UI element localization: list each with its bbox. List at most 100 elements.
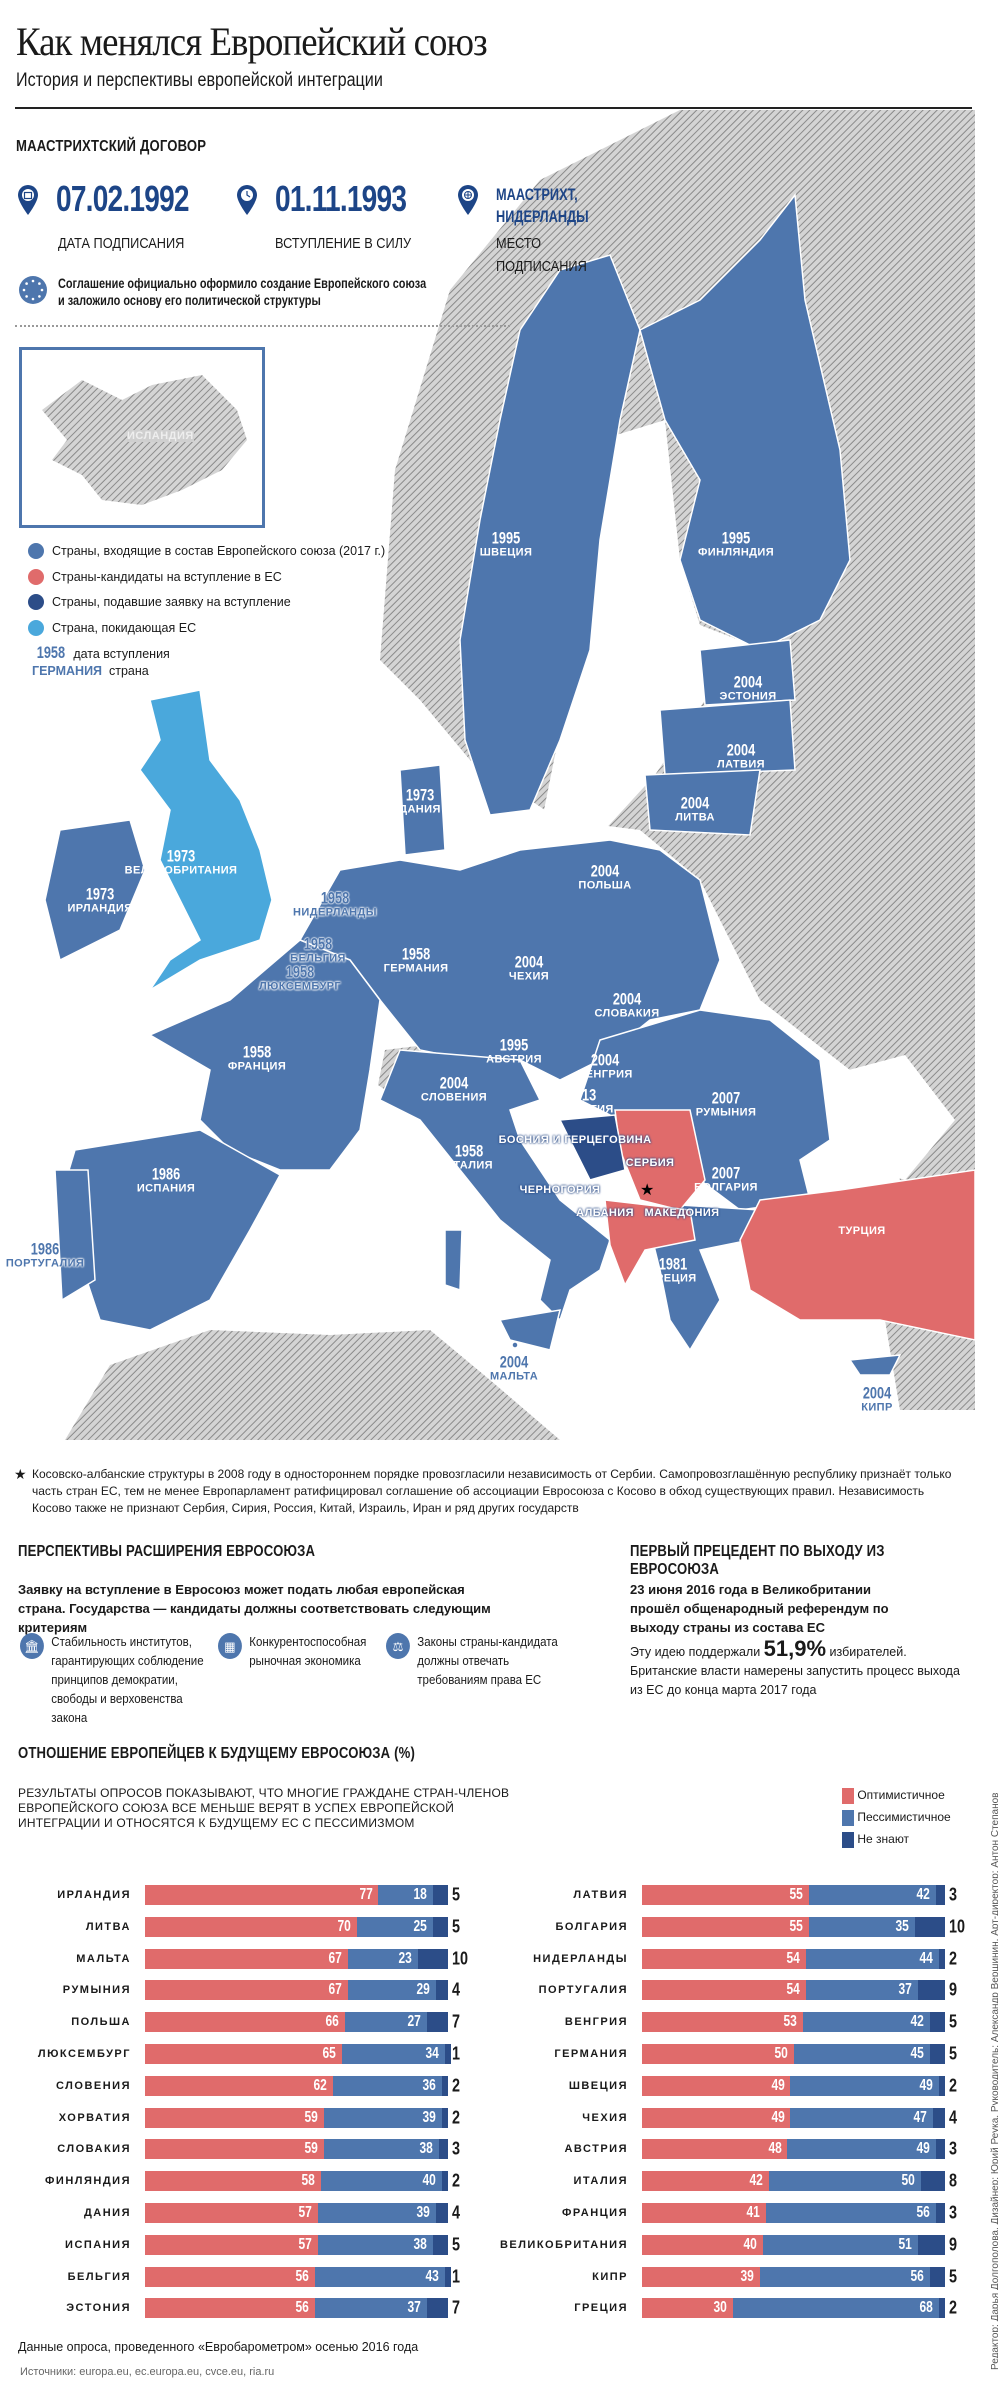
bar-value-label: 59 xyxy=(304,2140,318,2158)
legend-dot xyxy=(28,594,44,610)
country-name: ВЕЛИКОБРИТАНИЯ xyxy=(124,864,238,877)
bar-dont-know xyxy=(432,1916,448,1937)
legend-dot xyxy=(28,620,44,636)
bar-pessimistic: 37 xyxy=(314,2298,427,2319)
map-label-1: 1995 ФИНЛЯНДИЯ xyxy=(698,529,774,558)
map-label-13: 2004 ЧЕХИЯ xyxy=(509,953,549,982)
bar-pessimistic: 39 xyxy=(317,2203,436,2223)
join-year: 1958 xyxy=(454,1141,484,1161)
map-label-32: 2004 МАЛЬТА xyxy=(490,1353,538,1382)
map-label-8: 1958 НИДЕРЛАНДЫ xyxy=(293,889,377,918)
country-name: ДАНИЯ xyxy=(399,803,441,816)
bar-value-label: 57 xyxy=(298,2204,312,2221)
bar-value-label: 18 xyxy=(413,1886,427,1903)
bar-pessimistic: 56 xyxy=(760,2266,930,2287)
bar-pessimistic: 51 xyxy=(763,2234,918,2255)
bar-pessimistic: 44 xyxy=(805,1948,939,1969)
bar-value-label: 35 xyxy=(895,1917,909,1935)
place-line-1: МААСТРИХТ, xyxy=(496,185,578,204)
chart-description: РЕЗУЛЬТАТЫ ОПРОСОВ ПОКАЗЫВАЮТ, ЧТО МНОГИ… xyxy=(18,1786,510,1830)
bar-optimistic: 49 xyxy=(642,2075,791,2096)
join-year: 2013 xyxy=(567,1085,597,1105)
bar-pessimistic: 36 xyxy=(332,2075,442,2096)
bar-dont-know xyxy=(935,1885,945,1905)
map-label-25: 2007 БОЛГАРИЯ xyxy=(694,1164,758,1193)
bar-value-label: 39 xyxy=(422,2108,436,2126)
legend-dont-know: Не знают xyxy=(842,1828,951,1850)
join-year: 2004 xyxy=(439,1073,469,1093)
bar-optimistic: 59 xyxy=(145,2139,324,2160)
map-label-28: 1958 ФРАНЦИЯ xyxy=(228,1043,286,1072)
country-name: ШВЕЦИЯ xyxy=(479,546,533,559)
map-label-26: 1981 ГРЕЦИЯ xyxy=(649,1255,696,1284)
bar-value-label: 34 xyxy=(425,2045,439,2062)
bar-pessimistic: 25 xyxy=(357,1916,433,1937)
finland xyxy=(639,193,851,651)
bar-dont-know-value: 2 xyxy=(452,2107,461,2128)
bosnia xyxy=(558,1114,626,1181)
map-label-33: 2004 КИПР xyxy=(858,1384,896,1413)
bar-optimistic: 54 xyxy=(642,1980,806,2001)
bar-category-label: ВЕНГРИЯ xyxy=(564,2016,628,2029)
join-year: 1973 xyxy=(85,884,115,904)
bar-value-label: 59 xyxy=(304,2108,318,2126)
bar-category-label: КИПР xyxy=(592,2270,628,2283)
bar-pessimistic: 27 xyxy=(344,2012,427,2033)
bar-dont-know xyxy=(920,2171,945,2192)
country-name: ЧЕХИЯ xyxy=(508,970,550,983)
bar-dont-know xyxy=(426,2298,448,2319)
bar-dont-know xyxy=(417,1948,448,1969)
bar-dont-know xyxy=(917,2234,945,2255)
country-name: БОЛГАРИЯ xyxy=(694,1181,758,1194)
brexit-plan: Британские власти намерены запустить про… xyxy=(630,1664,960,1697)
eu-stars-icon xyxy=(19,276,47,304)
signed-date: 07.02.1992 xyxy=(56,178,190,219)
bar-dont-know-value: 4 xyxy=(452,2202,461,2223)
legend-item-eu-member: Страны, входящие в состав Европейского с… xyxy=(28,543,385,559)
join-year: 1958 xyxy=(401,944,431,964)
bar-value-label: 29 xyxy=(416,1981,430,1999)
bar-value-label: 49 xyxy=(771,2076,785,2094)
bar-dont-know xyxy=(938,1948,945,1969)
bar-value-label: 53 xyxy=(783,2013,797,2031)
bar-optimistic: 55 xyxy=(642,1885,809,1905)
map-label-3: 2004 ЛАТВИЯ xyxy=(717,741,765,770)
effective-date: 01.11.1993 xyxy=(275,178,407,219)
bar-dont-know-value: 2 xyxy=(949,1948,958,1969)
bar-value-label: 38 xyxy=(413,2235,427,2253)
bar-value-label: 56 xyxy=(295,2267,309,2285)
candidate-countries xyxy=(604,1109,976,1341)
brexit-lead: 23 июня 2016 года в Великобритании прошё… xyxy=(630,1582,889,1635)
bar-value-label: 42 xyxy=(749,2172,764,2190)
country-name: ЛАТВИЯ xyxy=(717,758,765,771)
globe-pin-icon xyxy=(458,185,478,215)
country-name: ИРЛАНДИЯ xyxy=(67,902,133,915)
country-name: СЛОВЕНИЯ xyxy=(420,1091,488,1104)
map-label-23: МАКЕДОНИЯ xyxy=(645,1208,720,1220)
estonia xyxy=(699,639,796,706)
kosovo-footnote: Косовско-албанские структуры в 2008 году… xyxy=(32,1467,952,1515)
bar-value-label: 37 xyxy=(898,1981,912,1999)
bar-category-label: ФИНЛЯНДИЯ xyxy=(45,2175,131,2188)
ireland xyxy=(44,819,146,962)
bar-dont-know xyxy=(435,2203,448,2223)
bar-category-label: НИДЕРЛАНДЫ xyxy=(533,1952,628,1965)
bar-category-label: ФРАНЦИЯ xyxy=(562,2207,628,2219)
map-label-19: БОСНИЯ И ГЕРЦЕГОВИНА xyxy=(499,1135,652,1147)
join-year: 2004 xyxy=(590,861,620,881)
bar-optimistic: 30 xyxy=(642,2298,733,2319)
legend-label: Страна, покидающая ЕС xyxy=(52,621,197,635)
country-name: МАКЕДОНИЯ xyxy=(644,1207,720,1220)
bar-dont-know-value: 7 xyxy=(452,2297,461,2318)
bar-value-label: 67 xyxy=(328,1949,342,1967)
bar-optimistic: 49 xyxy=(642,2107,791,2128)
bar-value-label: 77 xyxy=(358,1886,373,1903)
bar-dont-know xyxy=(426,2012,448,2033)
country-name: ЧЕРНОГОРИЯ xyxy=(519,1184,601,1197)
treaty-note-line-1: Соглашение официально оформило создание … xyxy=(58,275,427,291)
bar-dont-know-value: 5 xyxy=(452,2234,461,2255)
bar-dont-know-value: 10 xyxy=(452,1948,469,1969)
sources: Источники: europa.eu, ec.europa.eu, cvce… xyxy=(20,2366,275,2378)
bar-value-label: 38 xyxy=(419,2140,433,2158)
map-label-9: 1958 БЕЛЬГИЯ xyxy=(290,935,346,964)
